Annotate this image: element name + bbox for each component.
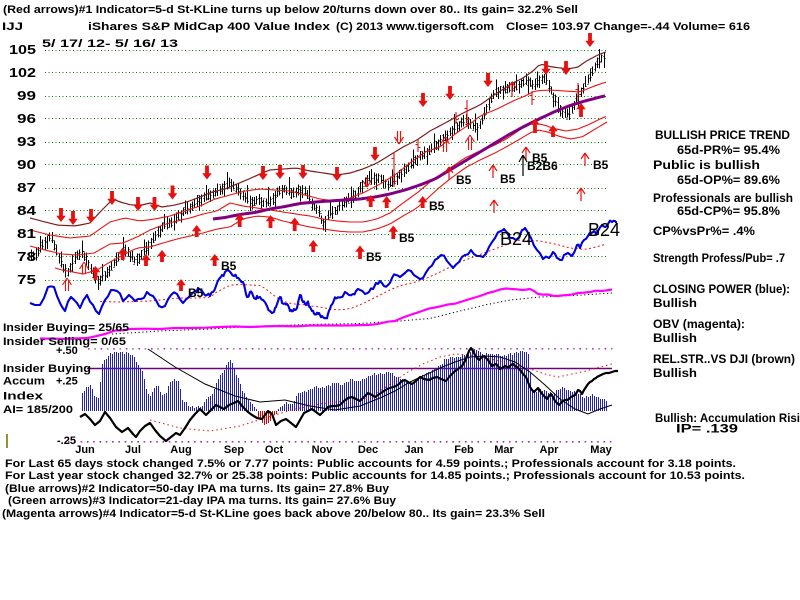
svg-text:(Red arrows)#1 Indicator=5-d S: (Red arrows)#1 Indicator=5-d St-KLine tu…	[3, 4, 578, 16]
svg-text:Bullish: Bullish	[653, 333, 697, 345]
svg-text:OBV (magenta):: OBV (magenta):	[653, 319, 745, 331]
svg-text:IP= .139: IP= .139	[676, 424, 738, 436]
svg-text:B5: B5	[188, 286, 204, 300]
svg-text:B2B6: B2B6	[527, 159, 558, 173]
svg-text:65d-PR%= 95.4%: 65d-PR%= 95.4%	[677, 145, 780, 157]
svg-text:-.25: -.25	[57, 435, 76, 447]
svg-text:Close= 103.97 Change=-.44 Vo: Close= 103.97 Change=-.44 Volume= 616	[506, 21, 750, 33]
svg-text:(C) 2013 www.tigersoft.com: (C) 2013 www.tigersoft.com	[336, 21, 494, 33]
svg-text:93: 93	[17, 135, 36, 149]
svg-text:Insider Selling= 0/65: Insider Selling= 0/65	[3, 336, 126, 348]
svg-text:iShares S&P MidCap 400 Value I: iShares S&P MidCap 400 Value Index	[88, 21, 331, 33]
svg-text:102: 102	[9, 66, 36, 80]
svg-text:84: 84	[17, 204, 36, 218]
svg-text:B5: B5	[532, 151, 548, 165]
svg-text:Bullish: Accumulation Risi: Bullish: Accumulation Risi	[655, 413, 800, 425]
svg-text:Aug: Aug	[170, 444, 191, 456]
svg-text:BULLISH PRICE TREND: BULLISH PRICE TREND	[655, 130, 790, 142]
svg-text:Insider Buying: Insider Buying	[3, 363, 91, 375]
svg-text:81: 81	[17, 227, 36, 241]
svg-text:B5: B5	[429, 199, 445, 213]
svg-text:B24: B24	[500, 229, 532, 249]
svg-text:Strength Profess/Pub= .7: Strength Profess/Pub= .7	[653, 253, 785, 265]
svg-text:+.25: +.25	[56, 376, 78, 388]
svg-text:5/ 17/ 12- 5/ 16/ 13: 5/ 17/ 12- 5/ 16/ 13	[42, 38, 178, 50]
svg-text:Bullish: Bullish	[653, 298, 697, 310]
svg-text:For Last 65 days stock changed: For Last 65 days stock changed 7.5% or 7…	[5, 458, 736, 470]
svg-text:AI= 185/200: AI= 185/200	[3, 404, 73, 416]
svg-text:Oct: Oct	[265, 444, 284, 456]
svg-text:B5: B5	[366, 250, 382, 264]
svg-text:B5: B5	[500, 172, 516, 186]
svg-text:For Last year stock changed 3: For Last year stock changed 32.7% or 25.…	[5, 470, 745, 482]
svg-text:65d-CP%= 95.8%: 65d-CP%= 95.8%	[677, 206, 780, 218]
svg-text:Jul: Jul	[125, 444, 141, 456]
svg-text:B5: B5	[221, 259, 237, 273]
svg-text:Insider Buying= 25/65: Insider Buying= 25/65	[3, 322, 129, 334]
svg-text:65d-OP%= 89.6%: 65d-OP%= 89.6%	[677, 175, 780, 187]
svg-text:B5: B5	[456, 173, 472, 187]
svg-text:Accum: Accum	[3, 376, 45, 388]
svg-text:B5: B5	[593, 158, 609, 172]
svg-text:+.50: +.50	[56, 345, 78, 357]
svg-text:May: May	[590, 444, 612, 456]
svg-text:CLOSING POWER (blue):: CLOSING POWER (blue):	[653, 284, 790, 296]
svg-text:Jun: Jun	[75, 444, 95, 456]
svg-text:B24: B24	[588, 220, 620, 240]
svg-text:90: 90	[17, 158, 36, 172]
svg-text:Jan: Jan	[405, 444, 424, 456]
svg-text:Dec: Dec	[358, 444, 378, 456]
svg-text:Public is bullish: Public is bullish	[653, 160, 760, 172]
svg-text:IJJ: IJJ	[2, 21, 23, 33]
svg-text:105: 105	[9, 43, 36, 57]
svg-text:75: 75	[17, 273, 36, 287]
svg-text:B5: B5	[399, 231, 415, 245]
svg-text:(Green arrows)#3 Indicator=21-: (Green arrows)#3 Indicator=21-day IPA ma…	[8, 495, 397, 507]
svg-text:96: 96	[17, 112, 36, 126]
svg-text:REL.STR..VS DJI (brown): REL.STR..VS DJI (brown)	[653, 354, 795, 366]
svg-text:Apr: Apr	[540, 444, 560, 456]
svg-text:99: 99	[17, 89, 36, 103]
svg-text:87: 87	[17, 181, 36, 195]
svg-text:(Magenta arrows)#4 Indicator=5: (Magenta arrows)#4 Indicator=5-d St-KLin…	[2, 508, 545, 520]
svg-text:Professionals are bullish: Professionals are bullish	[653, 193, 793, 205]
svg-text:Mar: Mar	[494, 444, 514, 456]
svg-text:CP%vsPr%= .4%: CP%vsPr%= .4%	[653, 226, 755, 238]
svg-text:(Blue arrows)#2 Indicator=50-d: (Blue arrows)#2 Indicator=50-day IPA ma …	[5, 483, 390, 495]
svg-text:78: 78	[17, 250, 36, 264]
svg-text:Sep: Sep	[224, 444, 244, 456]
svg-text:Nov: Nov	[312, 444, 334, 456]
svg-text:Index: Index	[3, 391, 44, 403]
svg-text:Bullish: Bullish	[653, 368, 697, 380]
svg-text:Feb: Feb	[454, 444, 474, 456]
